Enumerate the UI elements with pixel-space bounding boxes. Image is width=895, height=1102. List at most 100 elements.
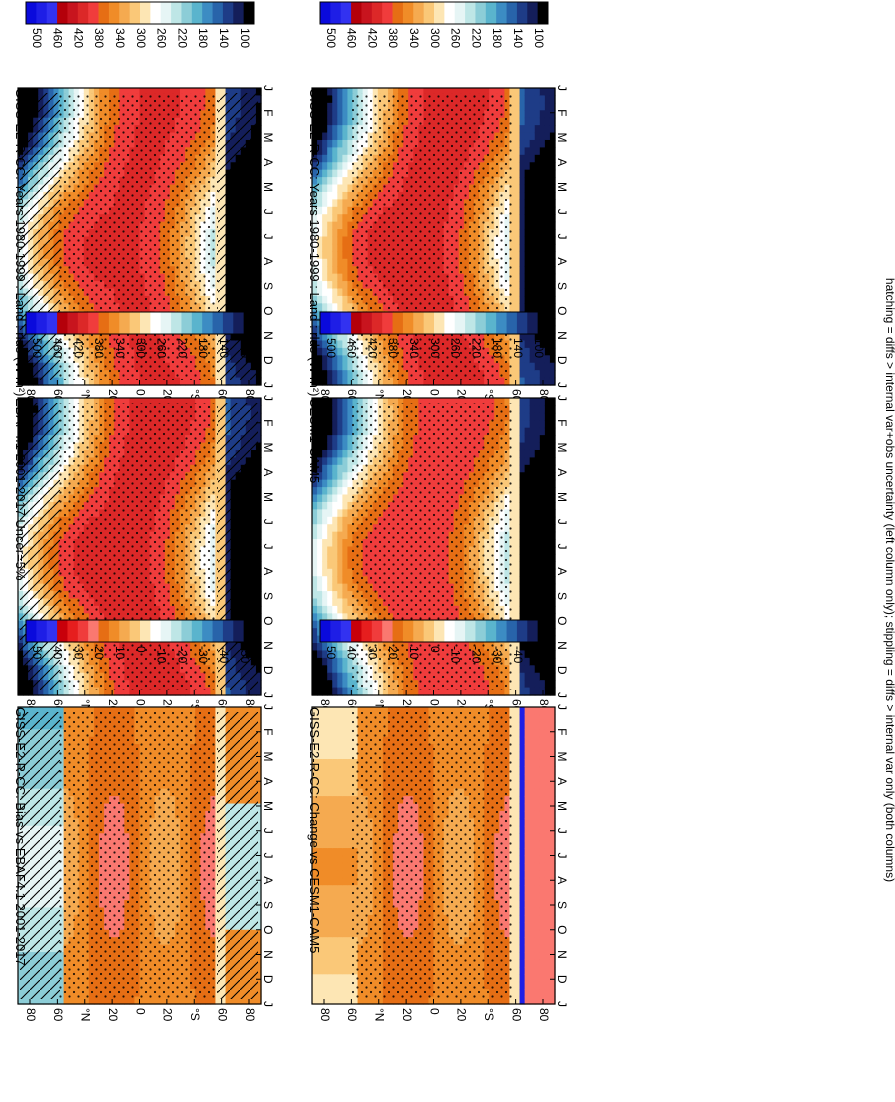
heatmap-cell — [347, 340, 354, 349]
heatmap-cell — [317, 258, 323, 267]
heatmap-cell — [544, 377, 551, 386]
heatmap-cell — [539, 139, 546, 148]
heatmap-cell — [18, 377, 24, 386]
heatmap-cell — [347, 229, 354, 238]
heatmap-cell — [342, 251, 349, 260]
heatmap-cell — [312, 303, 318, 312]
heatmap-cell — [519, 147, 526, 156]
colorbar-swatch — [516, 2, 528, 24]
colorbar-swatch — [537, 2, 549, 24]
heatmap-cell — [129, 377, 136, 386]
heatmap-cell — [544, 258, 551, 267]
heatmap-cell — [347, 132, 354, 141]
heatmap-cell — [539, 236, 546, 245]
month-tick-label: F — [261, 109, 275, 116]
heatmap-cell — [544, 169, 551, 178]
heatmap-cell — [322, 177, 328, 186]
heatmap-cell — [534, 206, 541, 215]
heatmap-cell — [337, 88, 343, 97]
colorbar-tick-label: 180 — [490, 28, 504, 48]
heatmap-cell — [327, 221, 333, 230]
colorbar-swatch — [444, 2, 456, 24]
heatmap-cell — [514, 236, 521, 245]
heatmap-cell — [347, 88, 354, 97]
heatmap-cell — [99, 88, 105, 97]
heatmap-cell — [514, 132, 521, 141]
heatmap-cell — [255, 266, 262, 275]
heatmap-cell — [514, 139, 521, 148]
heatmap-cell — [332, 206, 338, 215]
heatmap-cell — [342, 370, 349, 379]
colorbar-swatch — [140, 2, 151, 24]
heatmap-cell — [104, 377, 110, 386]
heatmap-cell — [514, 117, 521, 126]
heatmap-cell — [342, 377, 349, 386]
heatmap-cell — [544, 243, 551, 252]
heatmap-cell — [347, 95, 354, 104]
heatmap-cell — [337, 340, 343, 349]
heatmap-cell — [139, 377, 146, 386]
colorbar-frame — [25, 1, 255, 25]
heatmap-cell — [347, 370, 354, 379]
heatmap-cell — [337, 206, 343, 215]
heatmap-cell — [342, 340, 349, 349]
heatmap-cell — [524, 191, 531, 200]
heatmap-cell — [529, 88, 536, 97]
heatmap-cell — [317, 177, 323, 186]
heatmap-cell — [255, 281, 262, 290]
heatmap-cell — [514, 229, 521, 238]
heatmap-cell — [337, 214, 343, 223]
heatmap-cell — [342, 273, 349, 282]
heatmap-cell — [255, 221, 262, 230]
colorbar-swatch — [119, 2, 131, 24]
heatmap-cell — [322, 295, 328, 304]
heatmap-cell — [327, 117, 333, 126]
colorbar-swatch — [361, 2, 373, 24]
heatmap-cell — [524, 251, 531, 260]
heatmap-cell — [539, 362, 546, 371]
heatmap-cell — [332, 221, 338, 230]
heatmap-cell — [78, 377, 85, 386]
heatmap-cell — [317, 199, 323, 208]
heatmap-cell — [342, 191, 349, 200]
heatmap-cell — [347, 273, 354, 282]
heatmap-cell — [317, 162, 323, 171]
heatmap-cell — [312, 340, 318, 349]
heatmap-cell — [327, 377, 333, 386]
heatmap-cell — [109, 88, 115, 97]
heatmap-cell — [43, 377, 49, 386]
colorbar-tick-label: 140 — [217, 28, 231, 48]
colorbar-swatch — [26, 2, 37, 24]
heatmap-cell — [529, 139, 536, 148]
heatmap-cell — [327, 147, 333, 156]
heatmap-cell — [544, 139, 551, 148]
heatmap-cell — [544, 102, 551, 111]
heatmap-cell — [529, 266, 536, 275]
heatmap-cell — [255, 236, 262, 245]
heatmap-cell — [312, 117, 318, 126]
heatmap-cell — [544, 362, 551, 371]
colorbar-tick-label: 340 — [113, 28, 127, 48]
heatmap-cell — [342, 139, 349, 148]
colorbar-swatch — [98, 2, 110, 24]
heatmap-cell — [312, 362, 318, 371]
heatmap-cell — [317, 288, 323, 297]
heatmap-cell — [129, 88, 136, 97]
heatmap-cell — [519, 370, 526, 379]
heatmap-cell — [539, 177, 546, 186]
heatmap-cell — [332, 251, 338, 260]
heatmap-cell — [255, 102, 262, 111]
heatmap-cell — [534, 266, 541, 275]
heatmap-cell — [139, 88, 146, 97]
heatmap-cell — [205, 377, 211, 386]
heatmap-cell — [514, 258, 521, 267]
heatmap-cell — [317, 355, 323, 364]
heatmap-cell — [337, 251, 343, 260]
heatmap-cell — [337, 102, 343, 111]
heatmap-cell — [539, 221, 546, 230]
heatmap-cell — [529, 229, 536, 238]
colorbar-swatch — [108, 2, 120, 24]
heatmap-cell — [524, 236, 531, 245]
heatmap-cell — [317, 303, 323, 312]
heatmap-cell — [327, 281, 333, 290]
